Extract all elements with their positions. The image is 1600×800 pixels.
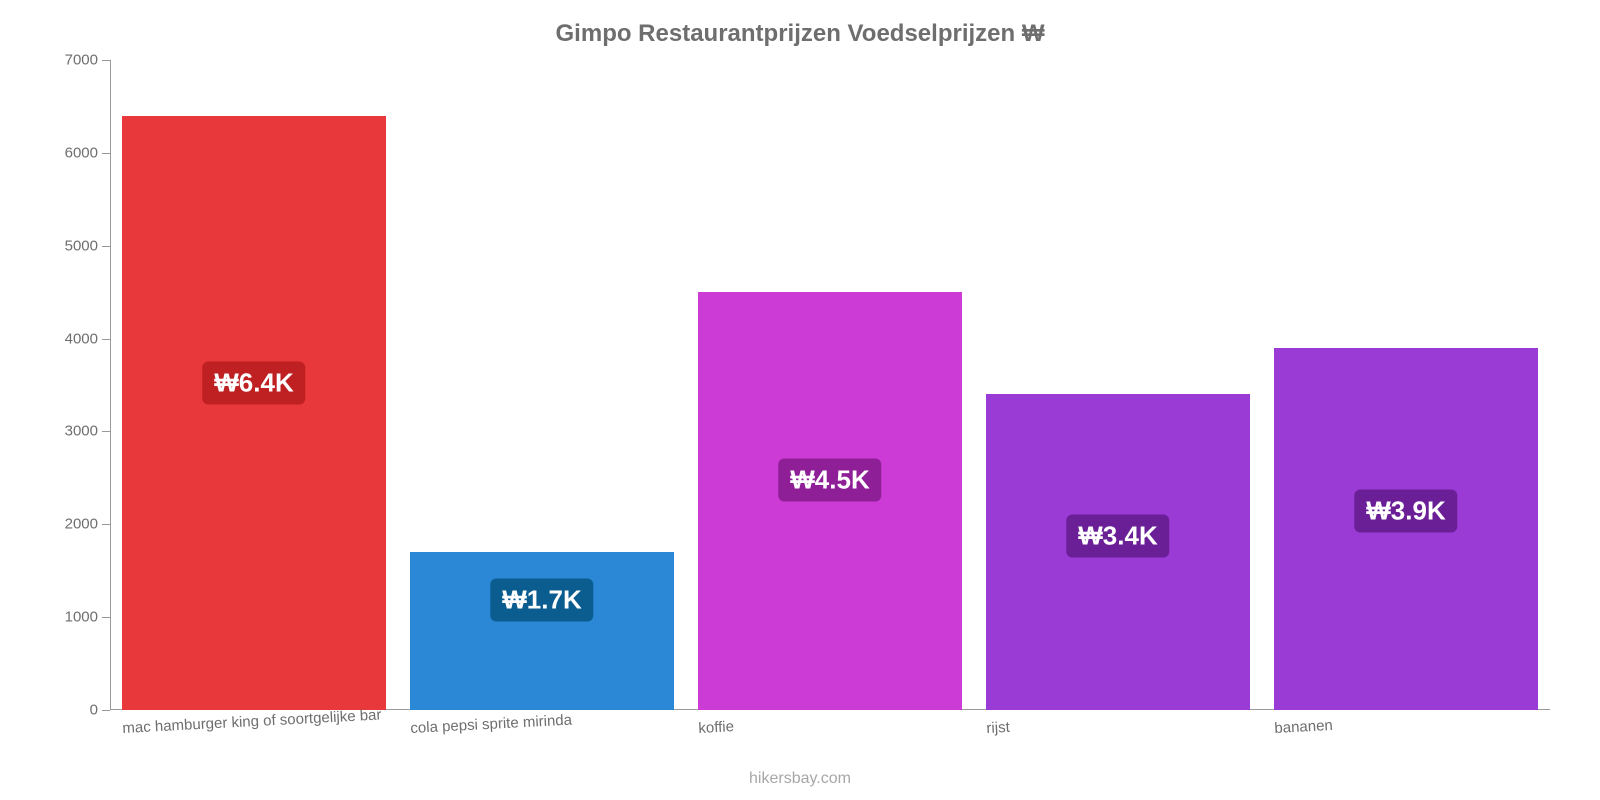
y-tick-label: 2000 [65,516,98,533]
y-tick [102,431,110,432]
y-tick-label: 4000 [65,330,98,347]
x-category-label: mac hamburger king of soortgelijke bar [122,706,382,737]
plot-area: 01000200030004000500060007000₩6.4Kmac ha… [110,60,1550,710]
y-tick [102,339,110,340]
value-badge: ₩4.5K [778,459,881,502]
y-tick-label: 0 [90,702,98,719]
y-tick-label: 6000 [65,144,98,161]
source-attribution: hikersbay.com [0,770,1600,788]
y-tick [102,153,110,154]
x-category-label: rijst [986,719,1010,737]
x-category-label: cola pepsi sprite mirinda [410,712,572,737]
y-tick [102,246,110,247]
y-axis-line [110,60,111,710]
y-tick [102,710,110,711]
bar [410,552,675,710]
chart-container: Gimpo Restaurantprijzen Voedselprijzen ₩… [0,0,1600,800]
value-badge: ₩3.4K [1066,515,1169,558]
y-tick-label: 7000 [65,52,98,69]
y-tick-label: 3000 [65,423,98,440]
x-category-label: bananen [1274,717,1333,737]
y-tick [102,524,110,525]
value-badge: ₩3.9K [1354,489,1457,532]
value-badge: ₩6.4K [202,362,305,405]
y-tick [102,617,110,618]
chart-title: Gimpo Restaurantprijzen Voedselprijzen ₩ [0,20,1600,48]
y-tick-label: 5000 [65,237,98,254]
y-tick-label: 1000 [65,609,98,626]
value-badge: ₩1.7K [490,578,593,621]
bar [122,116,387,710]
y-tick [102,60,110,61]
x-category-label: koffie [698,718,734,737]
